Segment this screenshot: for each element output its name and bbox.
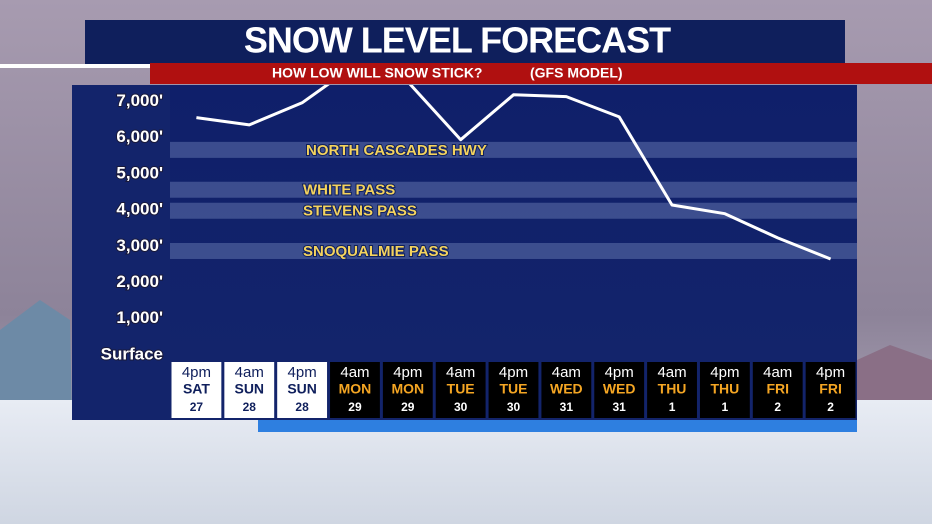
x-tick-day: FRI: [766, 381, 789, 397]
x-tick-time: 4pm: [499, 364, 528, 381]
x-tick-day: SAT: [183, 381, 210, 397]
reference-band: [170, 181, 857, 198]
x-tick-time: 4pm: [182, 364, 211, 381]
x-tick-time: 4pm: [288, 364, 317, 381]
band-label: NORTH CASCADES HWY: [306, 142, 487, 159]
category-cell: [699, 362, 750, 418]
line-layer: [196, 85, 832, 261]
chart-title: SNOW LEVEL FORECAST: [244, 20, 671, 61]
model-label: (GFS MODEL): [530, 65, 623, 81]
x-tick-day: WED: [603, 381, 636, 397]
subtitle-banner: [150, 63, 932, 84]
x-tick-date: 28: [295, 400, 309, 414]
category-cell: [752, 362, 803, 418]
x-tick-time: 4am: [446, 364, 475, 381]
category-cell: [594, 362, 645, 418]
y-tick-label: 3,000': [116, 236, 163, 255]
x-tick-date: 2: [774, 400, 781, 414]
y-tick-label: 4,000': [116, 200, 163, 219]
x-tick-day: SUN: [287, 381, 317, 397]
x-tick-time: 4am: [657, 364, 686, 381]
category-cell: [330, 362, 380, 418]
x-tick-date: 29: [348, 400, 362, 414]
x-tick-day: TUE: [447, 381, 475, 397]
x-tick-day: THU: [710, 381, 739, 397]
x-tick-day: SUN: [234, 381, 264, 397]
x-tick-date: 1: [669, 400, 676, 414]
x-tick-date: 29: [401, 400, 415, 414]
category-cell: [805, 362, 856, 418]
accent-bar: [258, 420, 857, 432]
x-tick-time: 4am: [340, 364, 369, 381]
reference-band: [170, 242, 857, 259]
y-tick-label: 2,000': [116, 272, 163, 291]
chart-subtitle: HOW LOW WILL SNOW STICK?: [272, 65, 483, 81]
x-tick-time: 4pm: [605, 364, 634, 381]
category-cell: [647, 362, 697, 418]
band-label: SNOQUALMIE PASS: [303, 243, 449, 260]
y-tick-label: 1,000': [116, 308, 163, 327]
x-tick-date: 2: [827, 400, 834, 414]
band-label: WHITE PASS: [303, 182, 395, 199]
x-tick-time: 4pm: [816, 364, 845, 381]
x-tick-date: 1: [722, 400, 729, 414]
bands: NORTH CASCADES HWY WHITE PASS STEVENS PASS…: [170, 141, 857, 261]
x-tick-date: 27: [190, 400, 204, 414]
category-cell: [224, 362, 275, 418]
reference-band: [170, 202, 857, 219]
x-tick-day: THU: [658, 381, 687, 397]
snow-level-line: [196, 85, 832, 261]
x-tick-time: 4am: [235, 364, 264, 381]
reference-band: [170, 141, 857, 158]
y-tick-label: 5,000': [116, 163, 163, 182]
category-cell: [277, 362, 328, 418]
x-tick-date: 28: [243, 400, 257, 414]
x-tick-date: 31: [613, 400, 627, 414]
x-tick-date: 30: [507, 400, 521, 414]
x-tick-date: 31: [560, 400, 574, 414]
band-label: STEVENS PASS: [303, 203, 417, 220]
x-tick-day: TUE: [500, 381, 528, 397]
y-tick-label: 7,000': [116, 91, 163, 110]
category-cell: [171, 362, 222, 418]
x-tick-time: 4am: [552, 364, 581, 381]
mountain: [0, 300, 72, 420]
x-tick-time: 4am: [763, 364, 792, 381]
x-tick-time: 4pm: [393, 364, 422, 381]
x-tick-day: MON: [339, 381, 372, 397]
y-tick-label: 6,000': [116, 127, 163, 146]
category-cell: [435, 362, 486, 418]
title-banner: [85, 20, 845, 64]
x-tick-day: WED: [550, 381, 583, 397]
x-tick-time: 4pm: [710, 364, 739, 381]
x-tick-date: 30: [454, 400, 468, 414]
x-tick-day: FRI: [819, 381, 842, 397]
category-cell: [541, 362, 592, 418]
y-tick-label: Surface: [101, 344, 163, 363]
plot-area: [170, 85, 857, 360]
category-cell: [488, 362, 539, 418]
category-cell: [382, 362, 433, 418]
x-tick-day: MON: [391, 381, 424, 397]
title-rule: [0, 64, 150, 68]
